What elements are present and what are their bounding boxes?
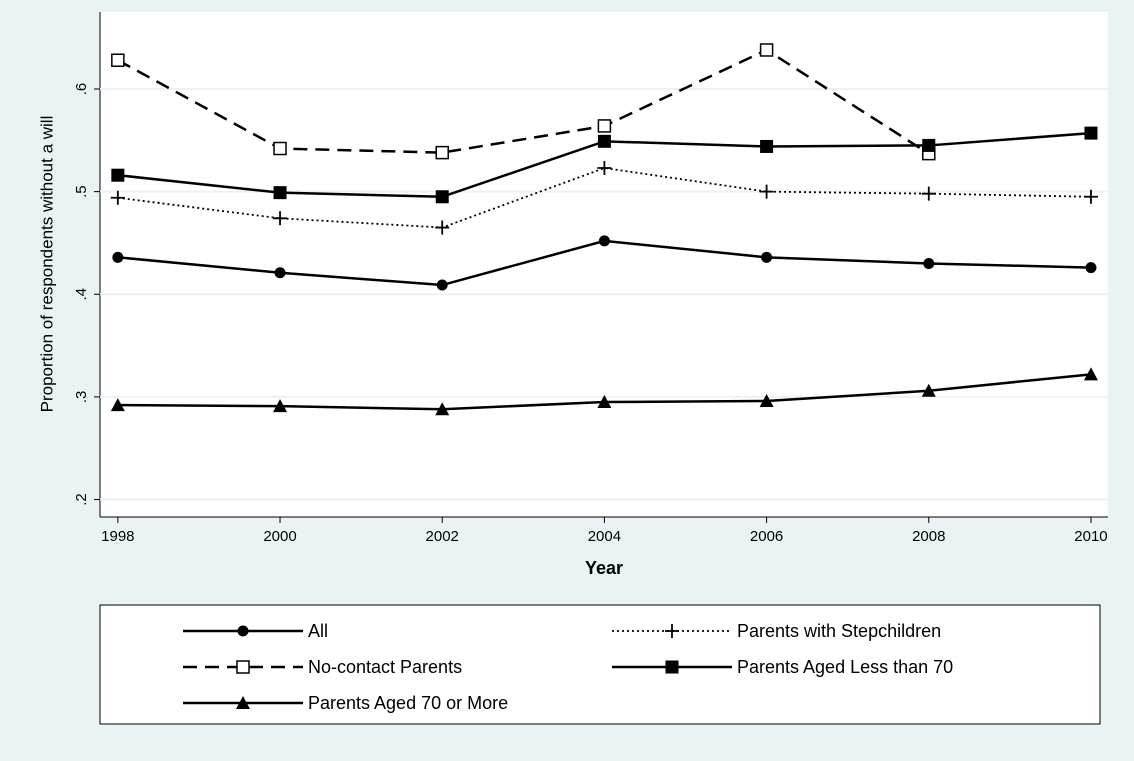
y-tick-label: .6 <box>73 83 90 96</box>
x-tick-label: 2008 <box>912 528 945 545</box>
y-tick-label: .3 <box>73 391 90 404</box>
marker <box>112 251 124 263</box>
marker <box>274 267 286 279</box>
x-tick-label: 2010 <box>1074 528 1107 545</box>
y-tick-label: .5 <box>73 185 90 198</box>
marker <box>1083 189 1098 204</box>
marker <box>760 139 774 153</box>
series-line <box>117 48 930 155</box>
marker <box>110 398 125 412</box>
legend-label: Parents Aged 70 or More <box>308 693 508 713</box>
marker <box>111 53 125 67</box>
marker <box>435 402 450 416</box>
marker <box>436 279 448 291</box>
marker <box>435 145 449 160</box>
marker <box>1083 367 1098 381</box>
marker <box>597 134 611 148</box>
x-tick-label: 2002 <box>426 528 459 545</box>
marker <box>110 190 125 205</box>
y-axis-title: Proportion of respondents without a will <box>37 116 56 413</box>
marker <box>273 141 287 156</box>
x-tick-label: 2004 <box>588 528 621 545</box>
x-tick-label: 2000 <box>263 528 296 545</box>
marker <box>665 624 679 638</box>
marker <box>273 211 288 226</box>
marker <box>111 168 125 182</box>
legend-label: No-contact Parents <box>308 657 462 677</box>
x-tick-label: 2006 <box>750 528 783 545</box>
marker <box>236 660 250 674</box>
marker <box>922 138 936 152</box>
marker <box>665 660 679 674</box>
marker <box>923 257 935 269</box>
marker <box>237 625 249 637</box>
marker <box>759 43 774 57</box>
marker <box>759 184 774 199</box>
marker <box>598 235 610 247</box>
marker <box>597 119 612 133</box>
marker <box>759 394 774 408</box>
y-tick-label: .2 <box>73 493 90 506</box>
marker <box>597 395 612 409</box>
marker <box>921 383 936 397</box>
marker <box>1084 126 1098 140</box>
y-tick-label: .4 <box>73 288 90 301</box>
legend-label: Parents Aged Less than 70 <box>737 657 953 677</box>
marker <box>236 696 250 709</box>
marker <box>273 399 288 413</box>
marker <box>1085 262 1097 274</box>
marker <box>597 161 612 176</box>
x-axis-title: Year <box>585 558 623 578</box>
marker <box>435 220 450 235</box>
marker <box>761 251 773 263</box>
x-tick-label: 1998 <box>101 528 134 545</box>
marker <box>273 186 287 200</box>
marker <box>435 190 449 204</box>
legend-label: All <box>308 621 328 641</box>
legend-label: Parents with Stepchildren <box>737 621 941 641</box>
marker <box>921 186 936 201</box>
